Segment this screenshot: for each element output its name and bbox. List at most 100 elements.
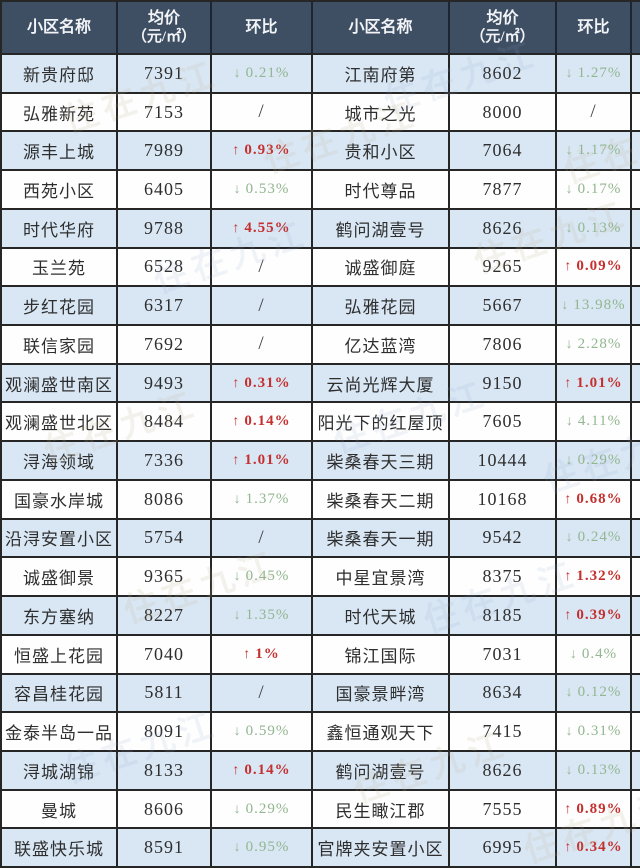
avg-price-value: 5811 <box>144 682 184 703</box>
cell-community-name: 阳光下的红屋顶 <box>313 403 450 443</box>
mom-change-value: 0.14% <box>244 413 291 430</box>
table-row: 源丰上城 7989 ↑ 0.93% 贵和小区 7064 ↓ 1.17% <box>2 132 640 172</box>
cell-avg-price: 7153 <box>118 93 212 133</box>
mom-change-none: / <box>258 333 265 355</box>
cell-avg-price: 6995 <box>450 829 557 868</box>
header-label-line2: （元/㎡） <box>131 29 197 46</box>
mom-change-down: ↓ 0.59% <box>234 723 290 740</box>
cell-community-name: 国豪水岸城 <box>2 480 118 520</box>
cell-avg-price: 9542 <box>450 519 557 559</box>
cell-mom-change: ↑ 1.01% <box>557 364 632 404</box>
mom-change-value: 1.01% <box>244 452 291 469</box>
avg-price-value: 10444 <box>477 450 528 471</box>
avg-price-value: 7415 <box>482 721 523 742</box>
table-row: 浔城湖锦 8133 ↑ 0.14% 鹤问湖壹号 8626 ↓ 0.13% <box>2 751 640 791</box>
table-row: 容昌桂花园 5811 / 国豪景畔湾 8634 ↓ 0.12% <box>2 674 640 714</box>
mom-change-down: ↓ 0.17% <box>566 181 622 198</box>
cell-avg-price: 8375 <box>450 558 557 598</box>
cell-mom-change: ↓ 13.98% <box>557 287 632 327</box>
cell-avg-price: 6528 <box>118 248 212 288</box>
header-label-line1: 均价 <box>486 9 519 27</box>
cell-mom-change: ↓ 0.17% <box>557 171 632 210</box>
avg-price-value: 7040 <box>144 643 184 664</box>
arrow-down-icon: ↓ <box>233 607 242 623</box>
community-name-text: 恒盛上花园 <box>14 646 104 666</box>
mom-change-value: 0.29% <box>577 452 622 469</box>
mom-change-value: 0.4% <box>581 645 618 662</box>
cell-community-name: 诚盛御庭 <box>313 248 450 288</box>
cell-community-name: 城市之光 <box>313 93 450 133</box>
cell-avg-price: 9365 <box>118 558 212 598</box>
community-name-text: 新贵府邸 <box>23 65 95 85</box>
mom-change-value: 0.89% <box>576 800 623 817</box>
table-row: 金泰半岛一品 8091 ↓ 0.59% 鑫恒通观天下 7415 ↓ 0.31% <box>2 713 640 752</box>
cell-avg-price: 8000 <box>450 93 557 133</box>
cell-avg-price: 7692 <box>118 326 212 365</box>
cell-avg-price: 8227 <box>118 597 212 636</box>
cell-mom-change: ↓ 0.24% <box>557 519 632 559</box>
mom-change-up: ↑ 4.55% <box>232 220 290 237</box>
mom-change-up: ↑ 1.32% <box>564 568 622 585</box>
cell-mom-change: / <box>212 93 313 133</box>
mom-change-down: ↓ 1.17% <box>566 142 622 159</box>
arrow-up-icon: ↑ <box>564 259 573 275</box>
avg-price-value: 9542 <box>482 527 523 548</box>
mom-change-down: ↓ 0.4% <box>570 646 617 663</box>
cell-mom-change: ↑ 1% <box>212 635 313 675</box>
community-name-text: 金泰半岛一品 <box>5 724 113 744</box>
arrow-up-icon: ↑ <box>232 143 241 159</box>
mom-change-value: 0.45% <box>245 568 290 585</box>
cell-mom-change: ↓ 0.4% <box>557 635 632 675</box>
arrow-up-icon: ↑ <box>564 569 573 585</box>
arrow-down-icon: ↓ <box>565 65 574 81</box>
avg-price-value: 7692 <box>144 333 184 354</box>
cell-avg-price: 6405 <box>118 171 212 210</box>
header-community-name: 小区名称 <box>2 2 118 55</box>
cell-mom-change: ↓ 0.12% <box>557 674 632 714</box>
arrow-down-icon: ↓ <box>233 724 242 740</box>
cell-avg-price: 7555 <box>450 790 557 830</box>
header-avg-price: 均价 （元/㎡） <box>450 2 557 55</box>
mom-change-up: ↑ 0.68% <box>564 491 622 508</box>
mom-change-value: 0.14% <box>244 761 291 778</box>
table-row: 诚盛御景 9365 ↓ 0.45% 中星宜景湾 8375 ↑ 1.32% <box>2 558 640 598</box>
community-name-text: 官牌夹安置小区 <box>317 840 444 860</box>
community-name-text: 弘雅新苑 <box>23 104 95 124</box>
cell-mom-change: ↑ 1.01% <box>212 442 313 481</box>
cell-community-name: 柴桑春天二期 <box>313 480 450 520</box>
cell-community-name: 弘雅新苑 <box>2 93 118 133</box>
mom-change-down: ↓ 1.35% <box>234 607 290 624</box>
mom-change-up: ↑ 0.09% <box>564 258 622 275</box>
avg-price-value: 8091 <box>144 721 184 742</box>
community-name-text: 城市之光 <box>344 104 417 124</box>
cell-mom-change: ↑ 0.68% <box>557 480 632 520</box>
cell-avg-price: 7031 <box>450 635 557 675</box>
avg-price-value: 9265 <box>482 256 523 277</box>
arrow-down-icon: ↓ <box>565 414 574 430</box>
cell-avg-price: 10168 <box>450 480 557 520</box>
cell-community-name: 中星宜景湾 <box>313 558 450 598</box>
arrow-down-icon: ↓ <box>233 491 242 507</box>
mom-change-value: 0.21% <box>245 64 290 81</box>
mom-change-value: 1.32% <box>576 568 623 585</box>
community-name-text: 柴桑春天一期 <box>326 530 435 550</box>
mom-change-value: 1.37% <box>245 490 290 507</box>
cell-community-name: 鹤问湖壹号 <box>313 751 450 791</box>
cell-avg-price: 7989 <box>118 132 212 172</box>
arrow-up-icon: ↑ <box>564 491 573 507</box>
community-name-text: 西苑小区 <box>23 182 95 202</box>
row-cropped-edge <box>632 597 640 636</box>
cell-community-name: 容昌桂花园 <box>2 674 118 714</box>
cell-community-name: 贵和小区 <box>313 132 450 172</box>
cell-mom-change: / <box>557 93 632 133</box>
cell-avg-price: 8591 <box>118 829 212 868</box>
community-name-text: 民生瞰江郡 <box>335 801 426 821</box>
avg-price-value: 6405 <box>144 179 184 200</box>
cell-community-name: 玉兰苑 <box>2 248 118 288</box>
mom-change-value: 13.98% <box>573 297 626 314</box>
community-name-text: 贵和小区 <box>344 143 417 163</box>
cell-community-name: 锦江国际 <box>313 635 450 675</box>
avg-price-value: 8227 <box>144 604 184 625</box>
mom-change-value: 0.59% <box>245 723 290 740</box>
cell-mom-change: ↑ 4.55% <box>212 209 313 249</box>
